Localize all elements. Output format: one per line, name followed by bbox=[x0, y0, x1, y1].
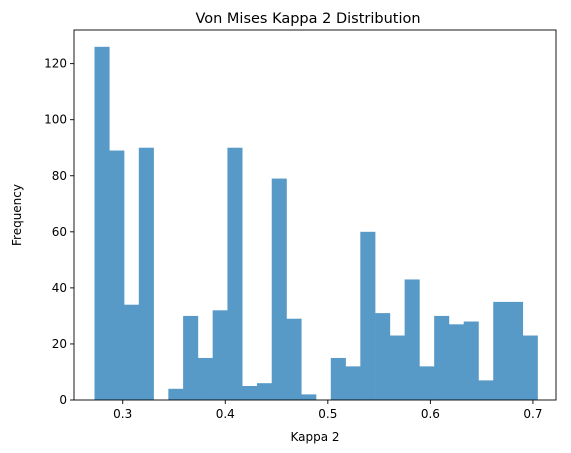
histogram-bar bbox=[419, 366, 435, 400]
histogram-bar bbox=[197, 357, 213, 400]
chart-title: Von Mises Kappa 2 Distribution bbox=[195, 11, 420, 27]
histogram-bar bbox=[360, 231, 376, 400]
y-axis: 0 20 40 60 80 100 120 bbox=[44, 57, 74, 407]
histogram-bar bbox=[301, 394, 317, 400]
y-tick-label: 20 bbox=[52, 337, 67, 351]
y-tick-label: 120 bbox=[44, 57, 67, 71]
y-tick-label: 80 bbox=[52, 169, 67, 183]
axes-frame bbox=[73, 29, 557, 401]
histogram-bar bbox=[271, 178, 287, 400]
histogram-bar bbox=[256, 383, 273, 400]
y-tick-label: 60 bbox=[52, 225, 67, 239]
x-axis: 0.3 0.4 0.5 0.6 0.7 bbox=[113, 400, 542, 421]
y-tick-label: 0 bbox=[59, 393, 67, 407]
x-tick-label: 0.4 bbox=[216, 407, 235, 421]
x-axis-label: Kappa 2 bbox=[290, 430, 339, 444]
y-tick-label: 40 bbox=[52, 281, 67, 295]
histogram-bar bbox=[183, 315, 199, 400]
histogram-bar bbox=[227, 147, 243, 400]
x-tick-label: 0.6 bbox=[421, 407, 440, 421]
y-tick-label: 100 bbox=[44, 113, 67, 127]
x-tick-label: 0.3 bbox=[113, 407, 132, 421]
histogram-bar bbox=[434, 315, 450, 400]
histogram-bar bbox=[109, 150, 125, 400]
histogram-bar bbox=[212, 310, 228, 400]
histogram-bar bbox=[522, 335, 538, 400]
histogram-bar bbox=[94, 46, 110, 401]
histogram-bar bbox=[404, 279, 420, 400]
histogram-bar bbox=[330, 357, 346, 400]
bars-group bbox=[94, 46, 538, 401]
histogram-bar bbox=[508, 301, 524, 400]
histogram-bar bbox=[124, 304, 140, 400]
histogram-bar bbox=[242, 385, 258, 400]
y-axis-label: Frequency bbox=[10, 184, 24, 246]
histogram-bar bbox=[389, 335, 405, 400]
histogram-bar bbox=[463, 321, 479, 400]
histogram-bar bbox=[138, 147, 154, 400]
x-tick-label: 0.5 bbox=[318, 407, 337, 421]
histogram-bar bbox=[493, 301, 509, 400]
histogram-bar bbox=[168, 388, 184, 400]
x-tick-label: 0.7 bbox=[523, 407, 542, 421]
histogram-bar bbox=[286, 318, 302, 400]
histogram-bar bbox=[345, 366, 361, 400]
histogram-bar bbox=[375, 313, 391, 400]
histogram-bar bbox=[448, 324, 465, 400]
histogram-bar bbox=[478, 380, 494, 400]
